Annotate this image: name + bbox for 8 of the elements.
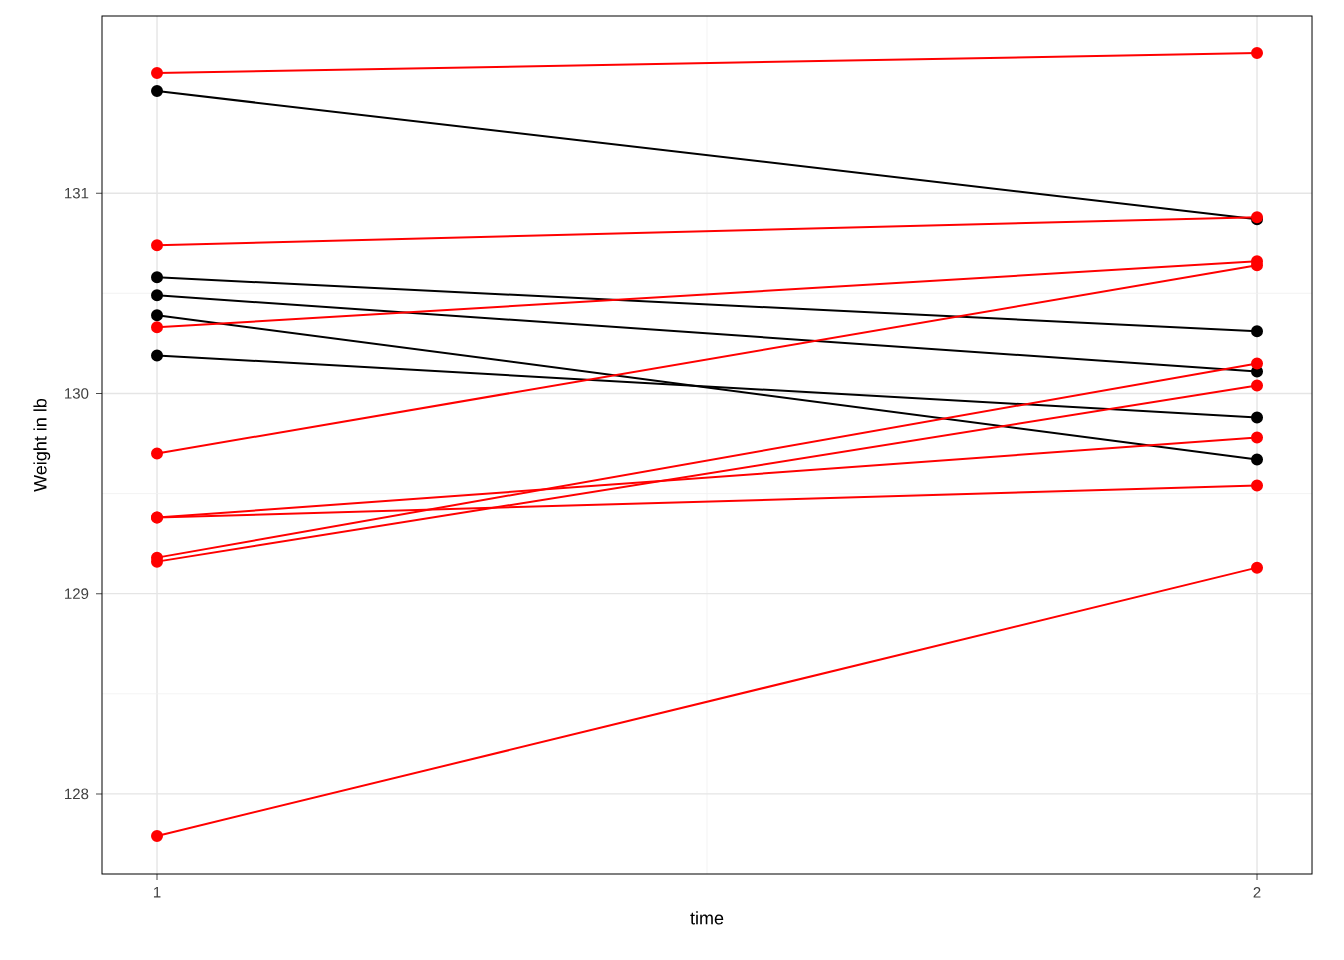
y-tick-label: 128 bbox=[65, 788, 89, 800]
x-axis-title: time bbox=[690, 911, 724, 925]
y-tick-label: 130 bbox=[65, 388, 89, 399]
y-axis-title: Weight in lb bbox=[33, 398, 51, 492]
y-tick-label: 131 bbox=[65, 187, 89, 199]
x-tick-label: 2 bbox=[1253, 887, 1261, 898]
x-tick-label: 1 bbox=[153, 887, 161, 898]
y-tick-label: 129 bbox=[65, 588, 89, 599]
